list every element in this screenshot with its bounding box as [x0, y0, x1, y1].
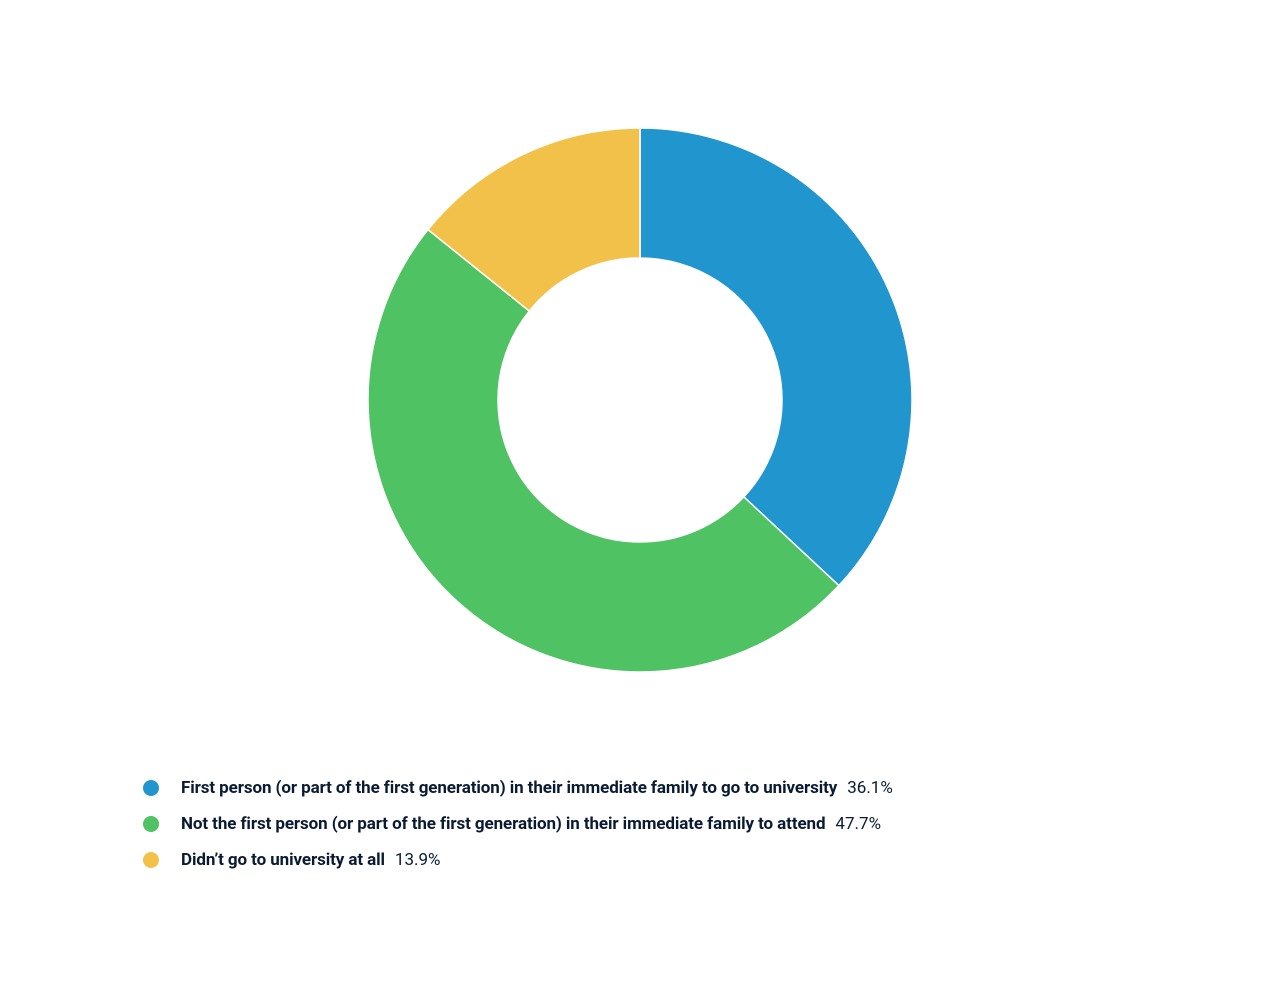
legend-value: 47.7%: [835, 814, 881, 834]
donut-svg: [360, 120, 920, 680]
legend-text: First person (or part of the first gener…: [181, 778, 893, 798]
legend-swatch: [143, 780, 159, 796]
legend-swatch: [143, 816, 159, 832]
donut-slice: [640, 128, 912, 586]
legend-value: 36.1%: [847, 778, 893, 798]
legend-value: 13.9%: [395, 850, 441, 870]
legend-item: Not the first person (or part of the fir…: [143, 814, 893, 834]
donut-chart: [360, 120, 920, 684]
legend-item: Didn’t go to university at all 13.9%: [143, 850, 893, 870]
legend-text: Not the first person (or part of the fir…: [181, 814, 881, 834]
legend-item: First person (or part of the first gener…: [143, 778, 893, 798]
legend-text: Didn’t go to university at all 13.9%: [181, 850, 441, 870]
legend-label: First person (or part of the first gener…: [181, 778, 837, 798]
legend-label: Didn’t go to university at all: [181, 850, 385, 870]
legend-swatch: [143, 852, 159, 868]
chart-legend: First person (or part of the first gener…: [143, 778, 893, 870]
legend-label: Not the first person (or part of the fir…: [181, 814, 825, 834]
